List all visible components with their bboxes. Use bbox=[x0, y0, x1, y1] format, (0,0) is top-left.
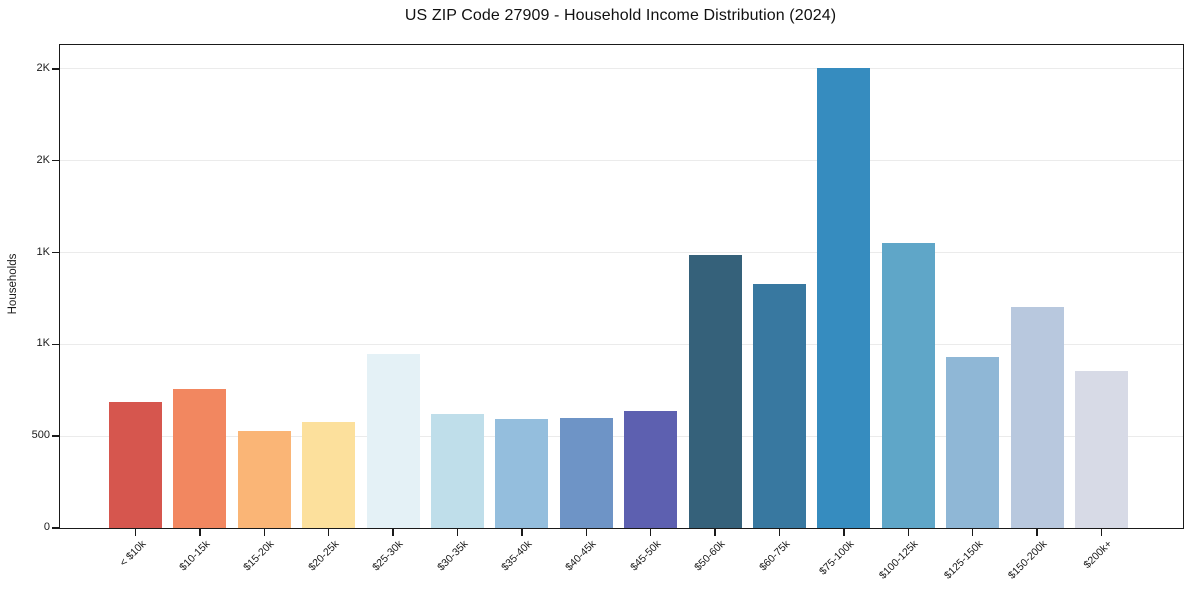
bar-125-150k bbox=[946, 357, 1000, 528]
x-tick-mark-4 bbox=[392, 529, 394, 536]
y-tick-label-2000: 2K bbox=[36, 153, 50, 166]
y-tick-mark-500 bbox=[52, 435, 59, 437]
x-tick-mark-7 bbox=[585, 529, 587, 536]
bar-15-20k bbox=[237, 431, 291, 528]
x-tick-mark-2 bbox=[263, 529, 265, 536]
y-tick-mark-1500 bbox=[52, 251, 59, 254]
bar-60-75k bbox=[753, 283, 806, 528]
y-tick-label-0: 0 bbox=[43, 521, 50, 533]
y-tick-mark-2500 bbox=[52, 68, 59, 70]
x-tick-mark-10 bbox=[778, 529, 781, 536]
x-tick-mark-11 bbox=[843, 529, 845, 536]
bar-150-200k bbox=[1010, 307, 1064, 528]
bar-40-45k bbox=[559, 418, 613, 528]
bar-10-15k bbox=[173, 389, 227, 528]
chart-title: US ZIP Code 27909 - Household Income Dis… bbox=[404, 7, 837, 24]
bar-75-100k bbox=[817, 68, 871, 528]
x-tick-mark-6 bbox=[521, 529, 523, 536]
bar-25-30k bbox=[366, 354, 420, 528]
bar-10k bbox=[109, 401, 162, 528]
x-tick-mark-3 bbox=[328, 529, 330, 536]
plot-area: 0 500 1K 1K 2K 2K < $10k $10-15k $15-20k $20-25k $… bbox=[32, 44, 1184, 582]
bar-50-60k bbox=[688, 255, 742, 528]
x-tick-mark-15 bbox=[1100, 529, 1103, 536]
gridline-1500 bbox=[60, 252, 1183, 254]
bar-200k bbox=[1075, 371, 1128, 528]
y-tick-label-2500: 2K bbox=[36, 61, 50, 74]
x-tick-mark-13 bbox=[972, 529, 974, 536]
bar-20-25k bbox=[302, 422, 356, 528]
x-tick-mark-14 bbox=[1036, 529, 1038, 536]
bar-35-40k bbox=[495, 419, 549, 528]
y-tick-label-500: 500 bbox=[31, 429, 50, 442]
x-tick-mark-8 bbox=[650, 529, 652, 536]
x-tick-label-0: < $10k bbox=[116, 538, 148, 569]
x-tick-mark-1 bbox=[199, 529, 201, 536]
x-tick-mark-5 bbox=[456, 529, 459, 536]
y-tick-label-1500: 1K bbox=[36, 245, 50, 258]
bar-100-125k bbox=[881, 243, 935, 528]
gridline-500 bbox=[60, 435, 1183, 437]
bar-45-50k bbox=[624, 411, 678, 528]
x-tick-mark-12 bbox=[907, 529, 909, 536]
gridline-2000 bbox=[60, 160, 1183, 162]
x-tick-mark-9 bbox=[714, 529, 716, 536]
y-tick-label-1000: 1K bbox=[36, 337, 50, 350]
x-tick-mark-0 bbox=[134, 529, 137, 536]
gridline-1000 bbox=[60, 343, 1183, 345]
y-tick-mark-0 bbox=[52, 527, 59, 529]
y-tick-mark-2000 bbox=[52, 159, 59, 162]
y-tick-mark-1000 bbox=[52, 343, 59, 346]
bar-30-35k bbox=[431, 413, 484, 528]
gridline-2500 bbox=[60, 68, 1183, 70]
